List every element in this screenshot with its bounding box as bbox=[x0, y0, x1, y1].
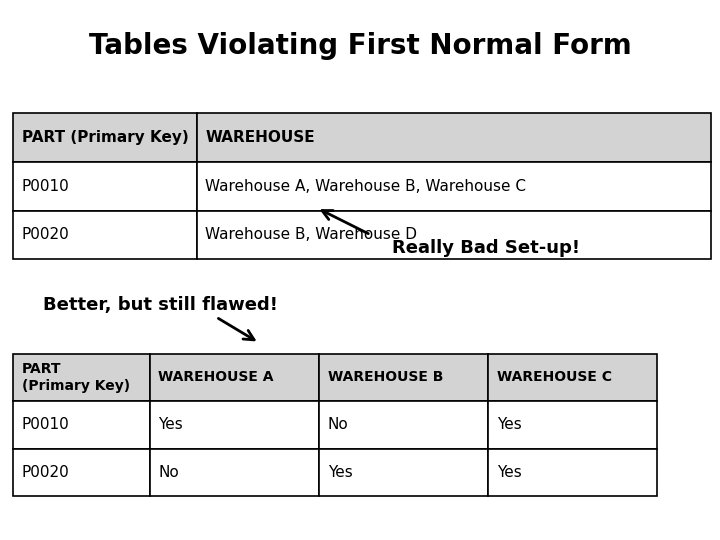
Text: WAREHOUSE C: WAREHOUSE C bbox=[497, 370, 612, 384]
Text: WAREHOUSE B: WAREHOUSE B bbox=[328, 370, 443, 384]
Bar bbox=[13, 113, 197, 162]
Text: P0010: P0010 bbox=[22, 179, 69, 194]
Bar bbox=[197, 211, 711, 259]
Text: Yes: Yes bbox=[497, 465, 521, 480]
Bar bbox=[488, 449, 657, 496]
Bar bbox=[150, 449, 319, 496]
Bar bbox=[13, 449, 150, 496]
Text: Yes: Yes bbox=[497, 417, 521, 433]
Bar bbox=[13, 211, 197, 259]
Bar bbox=[319, 449, 488, 496]
Bar bbox=[319, 401, 488, 449]
Text: Tables Violating First Normal Form: Tables Violating First Normal Form bbox=[89, 32, 631, 60]
Bar bbox=[488, 401, 657, 449]
Text: PART (Primary Key): PART (Primary Key) bbox=[22, 130, 189, 145]
Bar bbox=[13, 401, 150, 449]
Text: P0010: P0010 bbox=[22, 417, 69, 433]
Text: No: No bbox=[158, 465, 179, 480]
Text: Yes: Yes bbox=[328, 465, 352, 480]
Text: WAREHOUSE: WAREHOUSE bbox=[205, 130, 315, 145]
Bar bbox=[319, 354, 488, 401]
Bar bbox=[197, 162, 711, 211]
Text: WAREHOUSE A: WAREHOUSE A bbox=[158, 370, 274, 384]
Text: No: No bbox=[328, 417, 348, 433]
Bar bbox=[13, 354, 150, 401]
Text: Better, but still flawed!: Better, but still flawed! bbox=[43, 296, 278, 314]
Text: Warehouse A, Warehouse B, Warehouse C: Warehouse A, Warehouse B, Warehouse C bbox=[205, 179, 526, 194]
Bar bbox=[150, 354, 319, 401]
Bar bbox=[488, 354, 657, 401]
Text: Yes: Yes bbox=[158, 417, 183, 433]
Text: P0020: P0020 bbox=[22, 227, 69, 242]
Text: P0020: P0020 bbox=[22, 465, 69, 480]
Bar bbox=[197, 113, 711, 162]
Bar bbox=[13, 162, 197, 211]
Bar bbox=[150, 401, 319, 449]
Text: PART
(Primary Key): PART (Primary Key) bbox=[22, 362, 130, 393]
Text: Really Bad Set-up!: Really Bad Set-up! bbox=[392, 239, 580, 258]
Text: Warehouse B, Warehouse D: Warehouse B, Warehouse D bbox=[205, 227, 417, 242]
